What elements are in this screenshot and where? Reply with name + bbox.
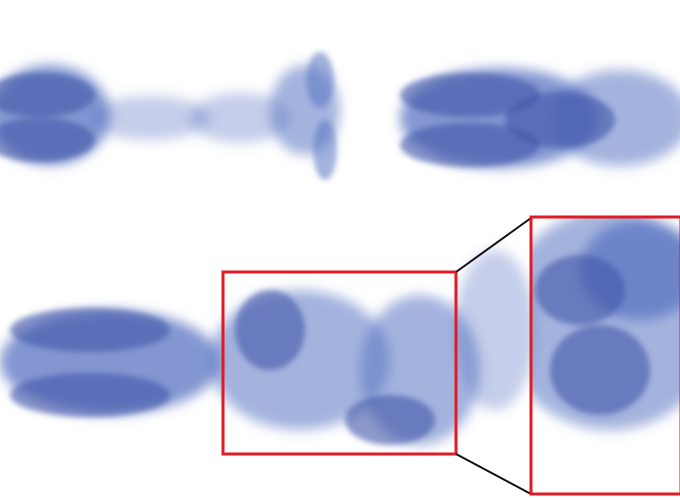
connector-line-bottom [455, 453, 532, 495]
zoomed-inset [531, 217, 680, 430]
inset-frame [529, 215, 680, 496]
smoke-plume-top-right [400, 68, 680, 168]
connector-line-top [455, 217, 532, 273]
smoke-plume-top-left [0, 52, 340, 180]
smoke-plume-bottom [0, 250, 535, 445]
highlight-box [221, 270, 458, 456]
